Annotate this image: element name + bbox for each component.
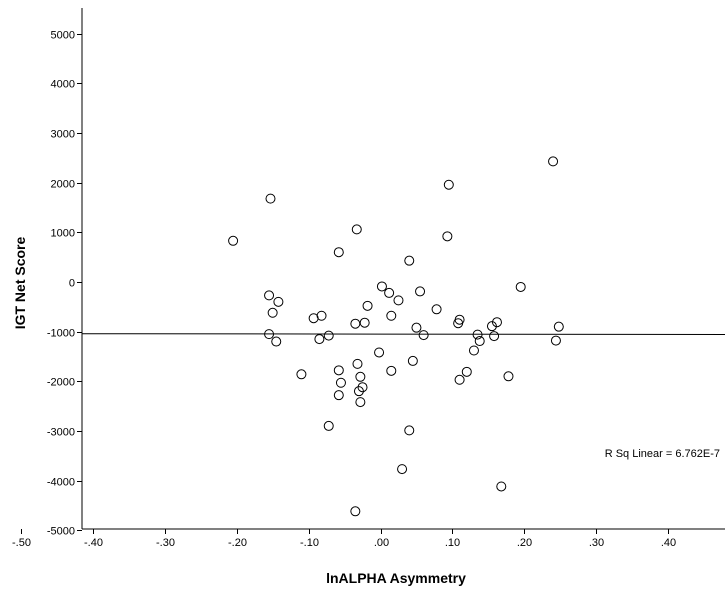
data-point: [267, 307, 278, 318]
data-point: [404, 425, 415, 436]
data-point: [323, 420, 334, 431]
data-point: [351, 224, 362, 235]
data-point: [491, 317, 502, 328]
data-point: [418, 330, 429, 341]
data-point: [386, 310, 397, 321]
data-point: [264, 290, 275, 301]
data-point: [376, 281, 387, 292]
data-point: [273, 296, 284, 307]
data-point: [314, 334, 325, 345]
data-point: [264, 329, 275, 340]
data-point: [496, 481, 507, 492]
data-point: [352, 358, 363, 369]
data-point: [404, 255, 415, 266]
data-point: [333, 247, 344, 258]
data-point: [443, 179, 454, 190]
data-point: [393, 295, 404, 306]
data-point: [333, 365, 344, 376]
y-tick-label: 1000: [51, 228, 75, 240]
data-point: [271, 336, 282, 347]
data-point: [333, 390, 344, 401]
x-tick-label: .10: [445, 537, 460, 549]
r-squared-annotation: R Sq Linear = 6.762E-7: [605, 448, 720, 460]
y-tick-label: 3000: [51, 129, 75, 141]
data-point: [411, 322, 422, 333]
y-tick-label: 5000: [51, 30, 75, 42]
y-tick-label: -3000: [47, 427, 75, 439]
y-tick-label: -4000: [47, 477, 75, 489]
data-point: [362, 300, 373, 311]
data-point: [468, 345, 479, 356]
x-tick-label: -.40: [84, 537, 103, 549]
data-point: [503, 371, 514, 382]
data-point: [415, 286, 426, 297]
fit-line: [81, 333, 726, 335]
data-point: [374, 347, 385, 358]
y-axis-title: IGT Net Score: [12, 237, 28, 330]
data-point: [454, 374, 465, 385]
data-point: [397, 464, 408, 475]
x-tick-label: -.30: [156, 537, 175, 549]
data-point: [550, 335, 561, 346]
data-point: [489, 331, 500, 342]
data-point: [453, 318, 464, 329]
y-tick-label: 0: [69, 278, 75, 290]
data-point: [335, 377, 346, 388]
x-tick-label: -.10: [300, 537, 319, 549]
data-point: [548, 156, 559, 167]
data-point: [359, 317, 370, 328]
x-tick-label: .00: [374, 537, 389, 549]
x-axis-title: lnALPHA Asymmetry: [326, 570, 466, 586]
y-tick-label: -2000: [47, 377, 75, 389]
data-point: [486, 321, 497, 332]
data-point: [474, 336, 485, 347]
data-point: [515, 281, 526, 292]
data-point: [384, 287, 395, 298]
y-tick-label: 2000: [51, 179, 75, 191]
data-point: [323, 330, 334, 341]
data-point: [350, 506, 361, 517]
data-point: [461, 366, 472, 377]
data-point: [355, 371, 366, 382]
x-tick-label: .20: [517, 537, 532, 549]
data-point: [355, 397, 366, 408]
y-tick-label: 4000: [51, 79, 75, 91]
x-tick-label: -.50: [12, 537, 31, 549]
data-point: [265, 193, 276, 204]
data-point: [296, 369, 307, 380]
data-point: [431, 304, 442, 315]
data-point: [353, 386, 364, 397]
y-tick-label: -1000: [47, 328, 75, 340]
data-point: [472, 329, 483, 340]
data-point: [386, 365, 397, 376]
data-point: [316, 310, 327, 321]
x-tick-label: .40: [661, 537, 676, 549]
data-point: [407, 355, 418, 366]
y-tick-label: -5000: [47, 526, 75, 538]
x-tick-label: .30: [589, 537, 604, 549]
data-point: [228, 235, 239, 246]
data-point: [442, 231, 453, 242]
data-point: [553, 321, 564, 332]
data-point: [308, 313, 319, 324]
x-tick-label: -.20: [228, 537, 247, 549]
